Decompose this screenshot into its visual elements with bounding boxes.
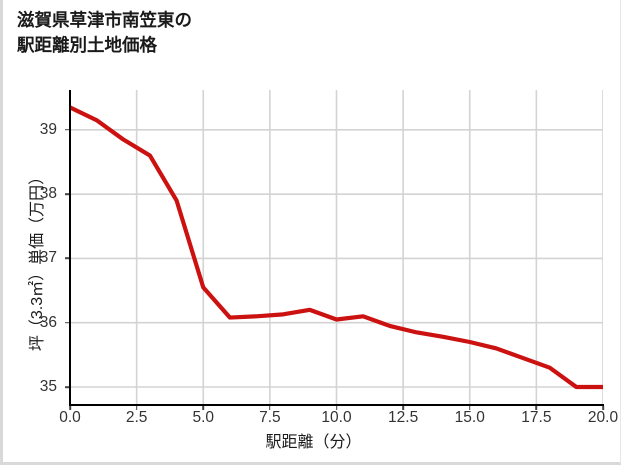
x-tick-mark — [402, 406, 404, 410]
y-tick-label: 36 — [39, 313, 57, 331]
y-tick-mark — [65, 193, 69, 195]
plot-area — [70, 90, 603, 405]
x-tick-mark — [602, 406, 604, 410]
x-tick-mark — [468, 406, 471, 410]
y-tick-mark — [65, 257, 69, 260]
x-tick-label: 5.0 — [192, 409, 215, 426]
x-tick-label: 20.0 — [587, 409, 619, 426]
x-tick-mark — [535, 406, 538, 410]
y-tick-label: 39 — [39, 120, 57, 138]
x-tick-mark — [202, 406, 205, 410]
x-tick-mark — [269, 406, 271, 410]
y-tick-label: 37 — [39, 249, 57, 267]
x-tick-label: 7.5 — [259, 409, 281, 426]
y-tick-label: 38 — [39, 185, 57, 203]
y-tick-label: 35 — [39, 378, 57, 395]
x-tick-label: 2.5 — [125, 409, 148, 426]
y-tick-mark — [65, 386, 69, 388]
data-series-line — [70, 105, 603, 390]
y-axis-title: 坪（3.3㎡）単価（万円） — [29, 168, 46, 352]
x-tick-label: 0.0 — [59, 409, 81, 426]
vertical-gridlines — [70, 90, 603, 405]
x-tick-mark — [335, 406, 338, 410]
chart-title: 滋賀県草津市南笠東の 駅距離別土地価格 — [17, 10, 192, 56]
y-tick-mark — [65, 321, 69, 324]
x-tick-label: 10.0 — [321, 409, 352, 426]
x-axis-title: 駅距離（分） — [265, 434, 362, 451]
plot-canvas — [70, 90, 603, 405]
y-axis-spine — [69, 90, 71, 406]
x-tick-mark — [135, 406, 138, 410]
x-axis-spine — [69, 404, 604, 406]
y-tick-mark — [65, 129, 69, 131]
x-tick-mark — [69, 406, 71, 410]
x-tick-label: 15.0 — [454, 409, 485, 426]
x-tick-label: 12.5 — [388, 409, 419, 426]
x-tick-label: 17.5 — [521, 409, 552, 426]
